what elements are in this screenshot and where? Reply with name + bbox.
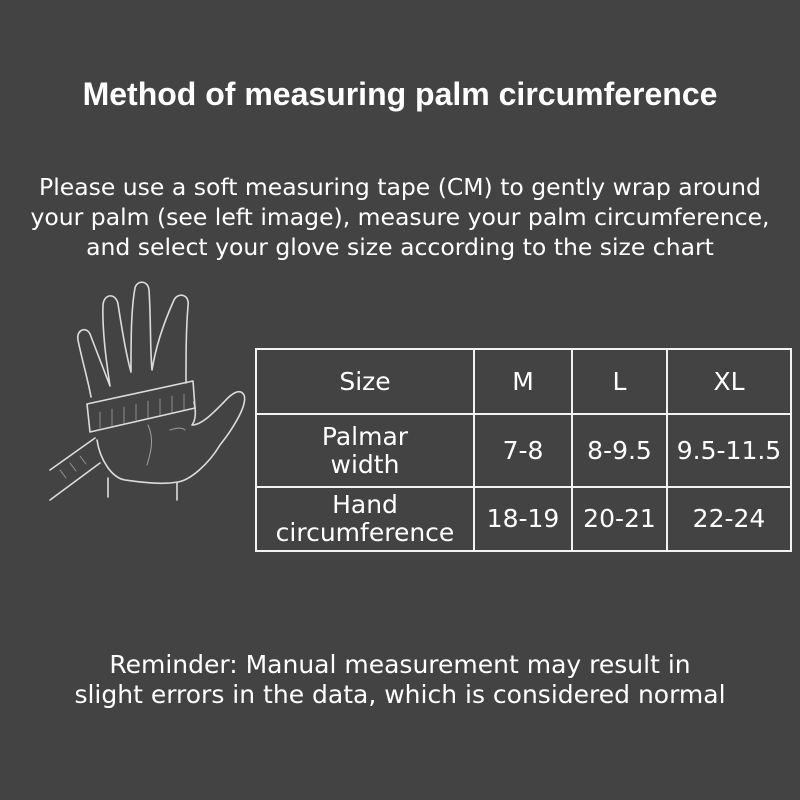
instruction-line: and select your glove size according to …: [86, 233, 714, 261]
measuring-tape-strap: [49, 437, 101, 501]
table-cell: 8-9.5: [571, 413, 668, 488]
row-label-line: circumference: [275, 518, 455, 547]
table-cell: 22-24: [666, 486, 792, 552]
header-cell: L: [571, 348, 668, 415]
row-label-line: Palmar: [321, 421, 409, 451]
instruction-line: Please use a soft measuring tape (CM) to…: [39, 173, 761, 201]
table-cell: 9.5-11.5: [666, 413, 792, 488]
hand-outline: [76, 281, 246, 485]
size-chart-table: Size M L XL Palmar width 7-8 8-9.5 9.5-11…: [255, 348, 792, 552]
instruction-line: your palm (see left image), measure your…: [30, 203, 770, 231]
header-cell: Size: [255, 348, 475, 415]
header-cell: XL: [666, 348, 792, 415]
tape-ticks: [59, 393, 185, 479]
palm-crease: [146, 424, 186, 466]
table-header-row: Size M L XL: [255, 348, 792, 415]
reminder-line: slight errors in the data, which is cons…: [74, 680, 726, 709]
table-cell: 7-8: [473, 413, 573, 488]
row-label-line: width: [330, 449, 400, 479]
row-label: Hand circumference: [255, 486, 475, 552]
table-row: Hand circumference 18-19 20-21 22-24: [255, 486, 792, 552]
table-cell: 18-19: [473, 486, 573, 552]
hand-measuring-illustration: [49, 281, 246, 501]
header-cell: M: [473, 348, 573, 415]
reminder-note: Reminder: Manual measurement may result …: [0, 650, 800, 710]
row-label-line: Hand: [332, 490, 398, 519]
instructions: Please use a soft measuring tape (CM) to…: [0, 172, 800, 262]
table-row: Palmar width 7-8 8-9.5 9.5-11.5: [255, 413, 792, 488]
page-title: Method of measuring palm circumference: [82, 76, 718, 112]
wrist-lines: [107, 477, 178, 501]
row-label: Palmar width: [255, 413, 475, 488]
table-cell: 20-21: [571, 486, 668, 552]
measuring-tape-band: [86, 380, 196, 433]
reminder-line: Reminder: Manual measurement may result …: [109, 650, 691, 679]
